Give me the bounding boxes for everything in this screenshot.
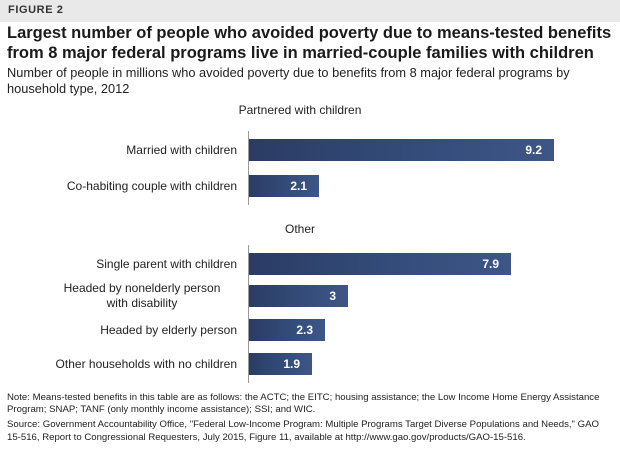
category-axis-line [248,131,249,205]
category-label: Headed by elderly person [100,322,237,337]
chart-title: Largest number of people who avoided pov… [7,24,612,62]
bar-value-label: 3 [329,289,336,303]
bar: 9.2 [249,139,554,161]
bar: 2.1 [249,175,319,197]
group-label: Other [284,222,316,236]
bar: 1.9 [249,353,312,375]
bar-value-label: 9.2 [525,143,542,157]
group-label: Partnered with children [238,103,362,117]
category-label: Married with children [126,142,237,157]
figure-header-bar: FIGURE 2 [0,0,620,22]
bar-value-label: 2.1 [290,179,307,193]
bar-value-label: 7.9 [482,257,499,271]
footnotes: Note: Means-tested benefits in this tabl… [7,392,615,447]
category-label: Headed by nonelderly person with disabil… [63,281,221,310]
bar: 7.9 [249,253,511,275]
category-label: Single parent with children [96,256,237,271]
bar-value-label: 1.9 [283,357,300,371]
figure-label: FIGURE 2 [8,4,64,16]
category-label: Other households with no children [55,356,237,371]
bar: 2.3 [249,319,325,341]
bar: 3 [249,285,348,307]
category-label: Co-habiting couple with children [66,178,237,193]
note-text: Note: Means-tested benefits in this tabl… [7,392,600,416]
bar-value-label: 2.3 [296,323,313,337]
category-axis-line [248,245,249,383]
source-text: Source: Government Accountability Office… [7,419,599,443]
chart-subtitle: Number of people in millions who avoided… [7,65,570,96]
